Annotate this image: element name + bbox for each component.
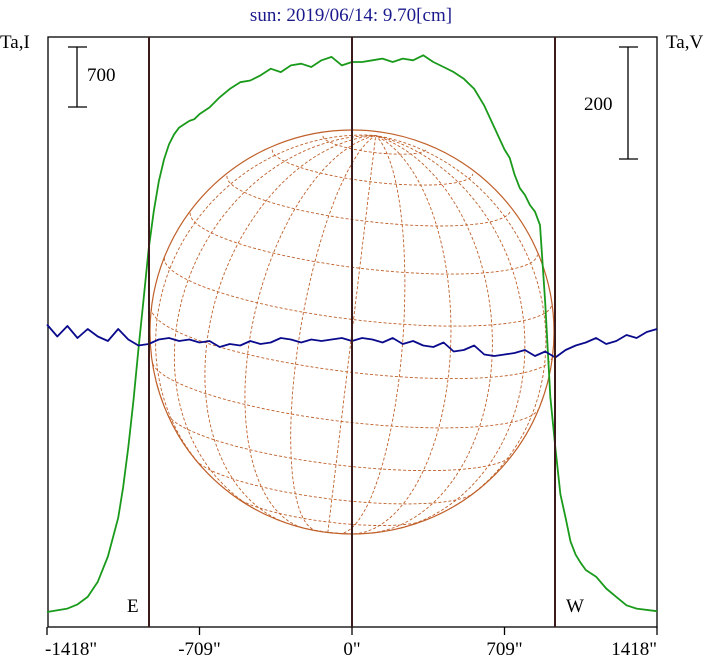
y-left-label: Ta,I — [0, 32, 30, 53]
x-tick-label: -709" — [178, 639, 221, 660]
meridian-line — [338, 135, 406, 535]
parallel-line — [151, 307, 553, 380]
east-label: E — [127, 596, 139, 617]
x-tick-label: 0" — [343, 639, 360, 660]
meridian-line — [372, 135, 493, 534]
vertical-markers — [148, 37, 556, 627]
solar-disk-grid — [149, 129, 555, 535]
chart-title: sun: 2019/06/14: 9.70[cm] — [250, 5, 452, 26]
parallel-line — [271, 149, 474, 186]
meridian-line — [327, 135, 377, 533]
parallel-line — [167, 414, 512, 472]
meridian-line — [204, 135, 376, 523]
meridian-line — [155, 134, 376, 477]
left-scale-bar — [68, 46, 87, 108]
x-tick-label: -1418" — [45, 639, 97, 660]
parallel-line — [189, 212, 538, 275]
left-scale-bar-label: 700 — [87, 65, 116, 86]
parallel-line — [322, 135, 428, 155]
meridian-line — [375, 135, 526, 529]
meridian-line — [290, 135, 376, 532]
right-scale-bar — [619, 46, 638, 160]
parallel-line — [295, 525, 361, 535]
parallel-line — [163, 257, 553, 327]
parallel-line — [152, 363, 539, 429]
right-scale-bar-label: 200 — [584, 94, 613, 115]
meridian-line — [173, 135, 376, 512]
x-tick-label: 1418" — [611, 639, 657, 660]
parallel-line — [195, 459, 474, 505]
meridian-line — [375, 135, 547, 507]
y-right-label: Ta,V — [666, 32, 703, 53]
parallel-line — [236, 497, 425, 526]
west-label: W — [566, 596, 584, 617]
x-tick-label: 709" — [486, 639, 522, 660]
x-axis: -1418" -709" 0" 709" 1418" — [45, 627, 658, 660]
meridian-line — [244, 135, 376, 529]
meridian-line — [353, 135, 452, 535]
parallel-line — [226, 175, 512, 227]
